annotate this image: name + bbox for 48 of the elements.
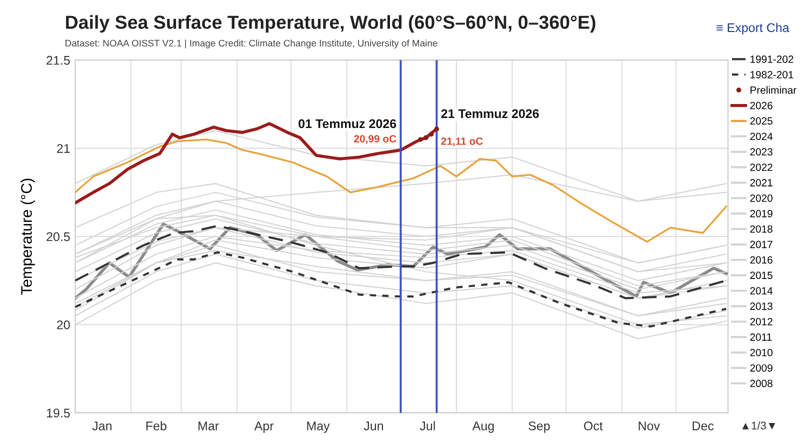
legend-label: 2012 xyxy=(750,318,772,326)
x-tick-label: Aug xyxy=(472,422,494,433)
legend-label: 2014 xyxy=(750,287,773,294)
x-tick-label: May xyxy=(307,422,330,433)
legend-label: 2009 xyxy=(750,364,772,372)
annotation: 21 Temmuz 2026 xyxy=(441,109,539,118)
legend-label: 2021 xyxy=(750,179,772,186)
legend-label: 2011 xyxy=(750,333,772,341)
legend-label: 2010 xyxy=(750,348,772,356)
annotation: 20,99 oC xyxy=(354,135,396,144)
chart-subtitle: Dataset: NOAA OISST V2.1 | Image Credit: Climate Change Institute, University of Maine xyxy=(66,40,438,48)
legend-label: 2019 xyxy=(750,210,772,218)
x-tick-label: Sep xyxy=(528,421,550,433)
legend-label: 1982-201 xyxy=(750,70,794,78)
legend-label: 1991-202 xyxy=(750,56,794,63)
legend-label: 2025 xyxy=(750,117,772,125)
x-tick-label: Dec xyxy=(692,422,714,430)
legend-label: 2013 xyxy=(750,302,772,310)
legend-label: 2023 xyxy=(750,148,772,156)
legend-label: 2016 xyxy=(750,256,772,264)
y-axis-title: Temperature (°C) xyxy=(20,178,35,295)
x-tick-label: Nov xyxy=(638,422,660,430)
chart-title: Daily Sea Surface Temperature, World (60°S–60°N, 0–360°E) xyxy=(66,15,596,33)
x-tick-label: Mar xyxy=(198,422,219,430)
x-tick-label: Apr xyxy=(254,422,274,433)
x-tick-label: Feb xyxy=(146,421,166,430)
x-tick-label: Jul xyxy=(420,421,435,430)
legend-label: Preliminar xyxy=(750,86,796,94)
legend-label: 2020 xyxy=(750,194,772,202)
y-tick-label: 20.5 xyxy=(46,232,70,242)
legend-label: 2024 xyxy=(750,132,773,140)
y-tick-label: 20 xyxy=(57,320,70,330)
x-tick-label: Jan xyxy=(92,422,112,430)
legend-label: 2026 xyxy=(750,102,772,110)
text: ≡ Export Cha xyxy=(716,22,790,35)
legend-label: 2017 xyxy=(750,240,772,248)
x-tick-label: Jun xyxy=(364,422,383,430)
x-tick-label: Oct xyxy=(584,421,603,430)
annotation: 21,11 oC xyxy=(441,138,483,146)
text: ▲1/3▼ xyxy=(742,421,776,430)
legend-label: 2018 xyxy=(750,225,772,233)
y-tick-label: 21 xyxy=(57,144,70,153)
legend-label: 2008 xyxy=(750,380,772,388)
y-tick-label: 19.5 xyxy=(46,408,70,418)
y-tick-label: 21.5 xyxy=(46,56,70,65)
annotation: 01 Temmuz 2026 xyxy=(298,119,396,128)
legend-label: 2022 xyxy=(750,164,772,171)
legend-label: 2015 xyxy=(750,272,772,280)
